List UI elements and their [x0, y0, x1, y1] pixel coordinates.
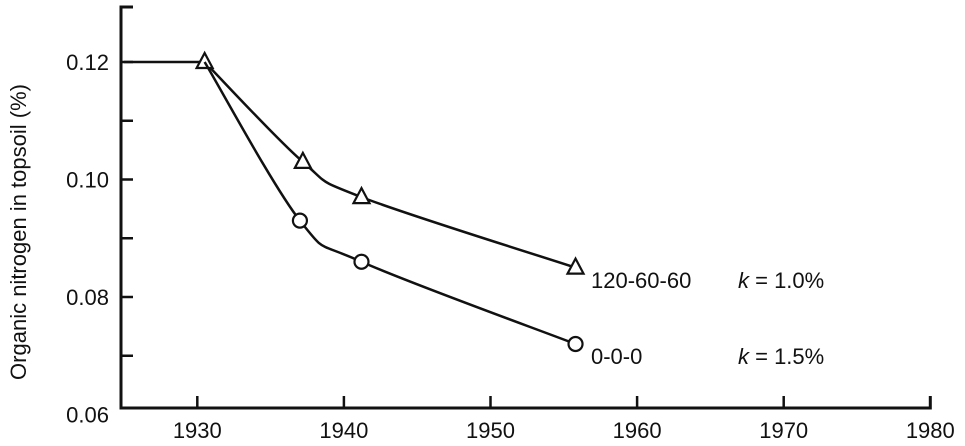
y-tick-label: 0.12	[66, 50, 109, 75]
x-tick-label: 1950	[466, 418, 515, 443]
y-tick-label: 0.06	[66, 403, 109, 428]
axis-lines	[119, 5, 932, 410]
data-point-triangle	[194, 50, 215, 70]
x-tick-label: 1940	[319, 418, 368, 443]
x-tick-label: 1930	[173, 418, 222, 443]
x-tick-label: 1960	[613, 418, 662, 443]
data-point-circle	[353, 253, 370, 270]
data-point-triangle	[565, 256, 586, 275]
series-120-60-60	[194, 50, 586, 275]
y-tick-label: 0.08	[66, 285, 109, 310]
series-name: 120-60-60	[591, 268, 691, 293]
y-tick-label: 0.10	[66, 168, 109, 193]
series-name: 0-0-0	[591, 344, 642, 369]
series-label-120-60-60: 120-60-60 k = 1.0%	[591, 268, 824, 293]
series-0-0-0	[203, 61, 584, 353]
series-label-0-0-0: 0-0-0 k = 1.5%	[591, 344, 824, 369]
series-line	[203, 61, 576, 269]
y-axis-label: Organic nitrogen in topsoil (%)	[6, 84, 31, 380]
series-k: k = 1.5%	[738, 344, 824, 369]
x-tick-label: 1970	[759, 418, 808, 443]
data-point-triangle	[293, 150, 313, 169]
data-point-circle	[291, 212, 309, 229]
data-point-circle	[567, 335, 584, 353]
data-point-triangle	[351, 185, 372, 205]
series-line	[203, 61, 576, 346]
axes: 1930 1940 1950 1960 1970 1980 0.06 0.08 0.10 0.12	[66, 5, 955, 443]
plot-area	[124, 50, 586, 353]
series-k: k = 1.0%	[738, 268, 824, 293]
x-tick-label: 1980	[906, 418, 955, 443]
